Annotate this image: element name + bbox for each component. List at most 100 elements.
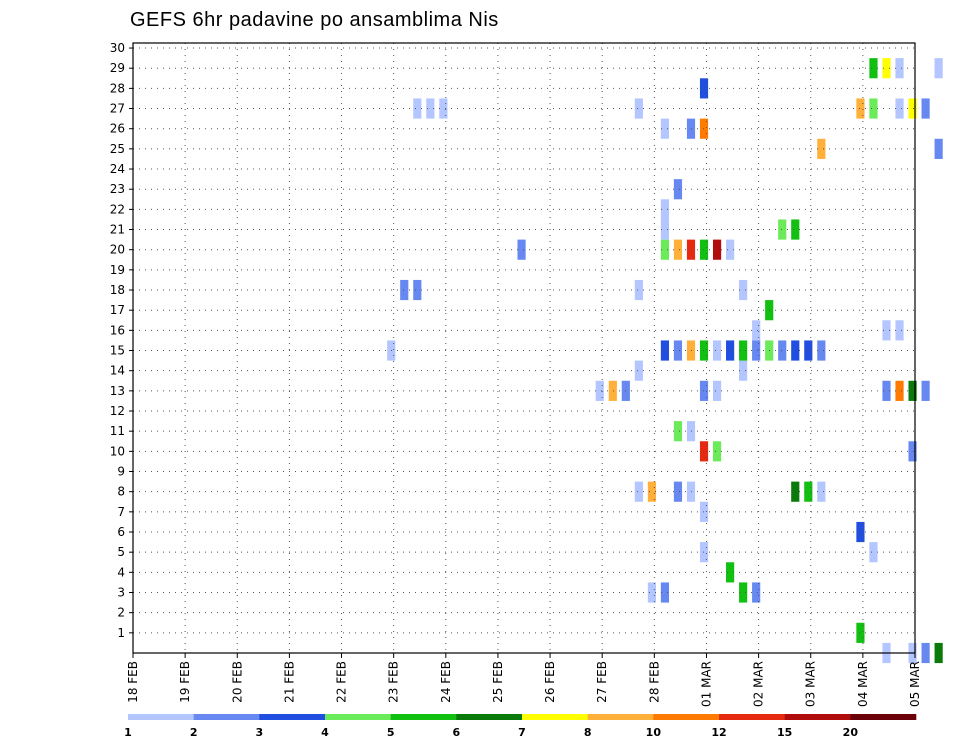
y-tick-17: 17 [110, 303, 125, 317]
heat-cell-69 [660, 199, 670, 220]
heat-cell-51 [752, 320, 761, 341]
heat-cell-55 [400, 279, 409, 301]
y-tick-6: 6 [117, 525, 125, 539]
y-tick-26: 26 [110, 122, 125, 136]
colorbar-label-1: 1 [124, 726, 132, 739]
heat-cell-70 [673, 179, 683, 200]
colorbar-swatch-0 [128, 714, 194, 720]
y-tick-2: 2 [117, 606, 125, 620]
y-tick-9: 9 [117, 465, 125, 479]
x-tick-13: 03 MAR [804, 661, 818, 707]
heat-cell-6 [660, 582, 670, 603]
y-tick-22: 22 [110, 202, 125, 216]
heat-cell-64 [712, 239, 722, 260]
heat-cell-47 [778, 340, 787, 361]
y-tick-15: 15 [110, 344, 125, 358]
colorbar-label-3: 3 [256, 726, 264, 739]
y-tick-16: 16 [110, 323, 125, 337]
heat-cell-49 [804, 340, 813, 361]
heat-cell-43 [726, 340, 735, 361]
heat-cell-34 [921, 380, 930, 401]
chart-title: GEFS 6hr padavine po ansamblima Nis [130, 9, 499, 31]
y-tick-23: 23 [110, 182, 125, 196]
colorbar-swatch-6 [522, 714, 588, 720]
heat-cell-79 [634, 98, 643, 119]
colorbar-label-4: 4 [321, 726, 329, 739]
x-tick-11: 01 MAR [699, 661, 713, 707]
colorbar-label-15: 15 [777, 726, 792, 739]
x-tick-1: 19 FEB [178, 661, 192, 703]
heat-cell-32 [895, 380, 904, 401]
x-tick-6: 24 FEB [439, 661, 453, 703]
y-axis: 1234567891011121314151617181920212223242… [110, 41, 133, 640]
heat-cell-80 [856, 98, 865, 119]
heat-cell-20 [817, 481, 826, 502]
heat-cell-12 [856, 521, 865, 543]
heat-cell-81 [869, 98, 878, 119]
heat-cell-63 [699, 239, 709, 260]
heat-cell-41 [699, 340, 709, 361]
heat-cell-16 [673, 481, 683, 502]
heat-cell-83 [908, 98, 917, 119]
colorbar-swatch-11 [850, 714, 917, 720]
heat-cell-36 [739, 360, 748, 381]
heat-cell-10 [699, 542, 709, 563]
x-tick-0: 18 FEB [126, 661, 140, 703]
y-tick-4: 4 [117, 565, 125, 579]
heat-cell-85 [699, 78, 709, 99]
heat-cell-38 [660, 340, 670, 361]
y-tick-7: 7 [117, 505, 125, 519]
colorbar-label-20: 20 [843, 726, 859, 739]
y-tick-3: 3 [117, 586, 125, 600]
heat-cell-23 [908, 441, 917, 462]
y-tick-21: 21 [110, 223, 125, 237]
x-axis: 18 FEB 19 FEB 20 FEB 21 FEB 22 FEB 23 FEB 24 F… [126, 653, 922, 707]
x-tick-12: 02 MAR [752, 661, 766, 707]
heat-cell-26 [595, 380, 604, 401]
x-tick-3: 21 FEB [282, 661, 296, 703]
heat-cell-88 [895, 58, 904, 79]
colorbar-swatch-8 [653, 714, 720, 720]
heat-cell-29 [699, 380, 709, 401]
heat-cell-15 [647, 481, 656, 502]
y-tick-1: 1 [117, 626, 125, 640]
heat-cell-67 [778, 219, 787, 240]
colorbar-swatch-10 [784, 714, 851, 720]
heat-cell-39 [673, 340, 683, 361]
heat-cell-48 [791, 340, 800, 361]
heat-cell-35 [634, 360, 643, 381]
heat-cell-30 [712, 380, 722, 401]
heat-cell-53 [895, 320, 904, 341]
heat-cell-71 [817, 138, 826, 159]
heat-cell-8 [752, 582, 761, 603]
heat-cell-44 [739, 340, 748, 361]
y-tick-28: 28 [110, 81, 125, 95]
plot-frame [132, 42, 916, 654]
heat-cell-75 [699, 118, 709, 139]
heat-cell-18 [791, 481, 800, 502]
heat-cell-9 [726, 562, 735, 583]
heat-cell-82 [895, 98, 904, 119]
x-tick-14: 04 MAR [856, 661, 870, 707]
colorbar: 1 2 3 4 5 6 7 8 10 12 15 20 [124, 714, 917, 739]
y-tick-14: 14 [110, 364, 125, 378]
heat-cell-84 [921, 98, 930, 119]
heat-cell-76 [413, 98, 422, 119]
heat-cell-61 [673, 239, 683, 260]
heat-cell-19 [804, 481, 813, 502]
heat-cell-52 [882, 320, 891, 341]
x-tick-8: 26 FEB [543, 661, 557, 703]
heat-cell-59 [517, 239, 526, 260]
x-tick-2: 20 FEB [230, 661, 244, 703]
heat-cell-86 [869, 58, 878, 79]
heat-cell-72 [934, 138, 943, 159]
heat-cell-11 [869, 542, 878, 563]
grid-lines [133, 43, 915, 653]
heat-cell-31 [882, 380, 891, 401]
y-tick-13: 13 [110, 384, 125, 398]
heat-cell-50 [817, 340, 826, 361]
colorbar-swatch-3 [325, 714, 391, 720]
y-tick-10: 10 [110, 444, 125, 458]
heat-cell-89 [934, 58, 943, 79]
